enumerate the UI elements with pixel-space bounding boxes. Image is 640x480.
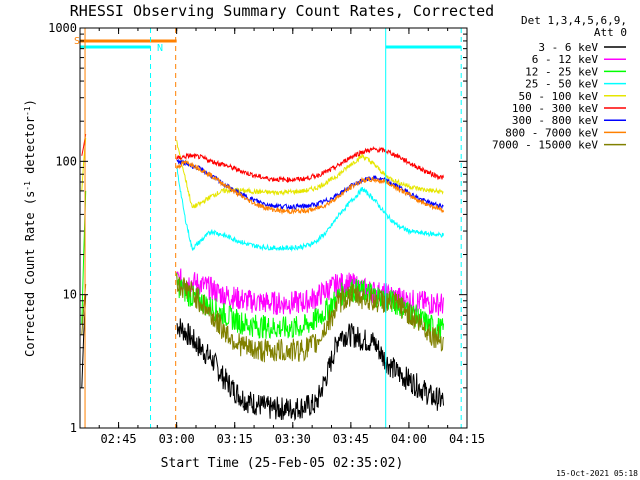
legend-label: 800 - 7000 keV [505,126,598,139]
y-tick-label: 1 [70,421,77,435]
legend-header-line1: Det 1,3,4,5,6,9, [521,14,627,27]
series-3-6-kev [176,318,444,422]
timestamp: 15-Oct-2021 05:18 [556,469,638,478]
legend-label: 100 - 300 keV [512,102,598,115]
axis-layer: 02:45 03:00 03:15 03:30 03:45 04:00 04:15 1 10 10… [48,21,485,446]
x-tick-label: 03:45 [333,432,369,446]
series-800-7000-kev [176,160,444,215]
series-7000-15000-kev [176,273,444,363]
plot-frame [79,27,468,429]
y-axis-label: Corrected Count Rate (s-1 detector-1) [23,99,37,357]
legend-label: 6 - 12 keV [532,53,599,66]
x-tick-label: 02:45 [101,432,137,446]
legend-label: 300 - 800 keV [512,114,598,127]
series-line [176,160,444,215]
series-25-50-kev [176,167,444,253]
series-line [176,167,444,253]
series-line [176,318,444,422]
legend-header-line2: Att 0 [594,26,627,39]
legend-label: 7000 - 15000 keV [492,139,598,152]
legend-label: 3 - 6 keV [538,41,598,54]
marker-layer [80,28,462,428]
series-line [176,145,444,183]
legend-label: 50 - 100 keV [519,90,599,103]
flag-label-night: N [157,43,163,54]
y-tick-label: 100 [55,154,77,168]
legend-label: 25 - 50 keV [525,78,598,91]
chart-title: RHESSI Observing Summary Count Rates, Co… [70,2,494,20]
y-tick-label: 10 [63,288,77,302]
y-tick-label: 1000 [48,21,77,35]
x-tick-label: 03:30 [275,432,311,446]
x-tick-label: 04:15 [449,432,485,446]
x-tick-label: 03:15 [217,432,253,446]
flag-label-saa: S [74,36,80,47]
legend-label: 12 - 25 keV [525,65,598,78]
series-layer [81,134,444,422]
x-axis-label: Start Time (25-Feb-05 02:35:02) [161,456,404,471]
series-50-100-kev [176,140,444,209]
series-100-300-kev [176,145,444,183]
series-line [176,273,444,363]
x-tick-label: 03:00 [159,432,195,446]
series-line [176,140,444,209]
x-tick-label: 04:00 [391,432,427,446]
